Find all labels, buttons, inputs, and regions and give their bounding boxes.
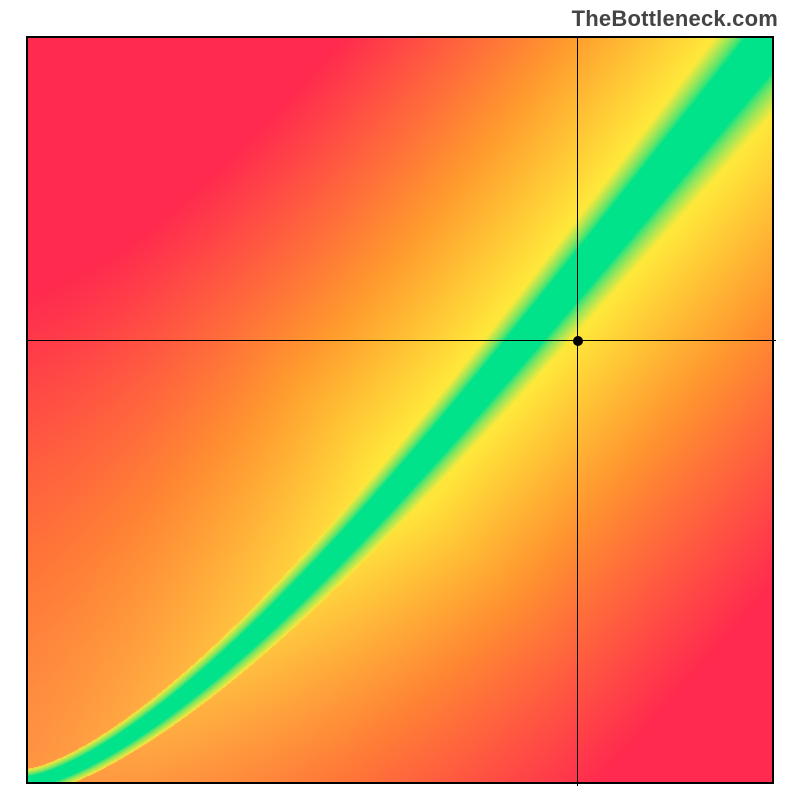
watermark-text: TheBottleneck.com [572,6,778,32]
heatmap-canvas [28,38,772,782]
heatmap-frame [26,36,774,784]
